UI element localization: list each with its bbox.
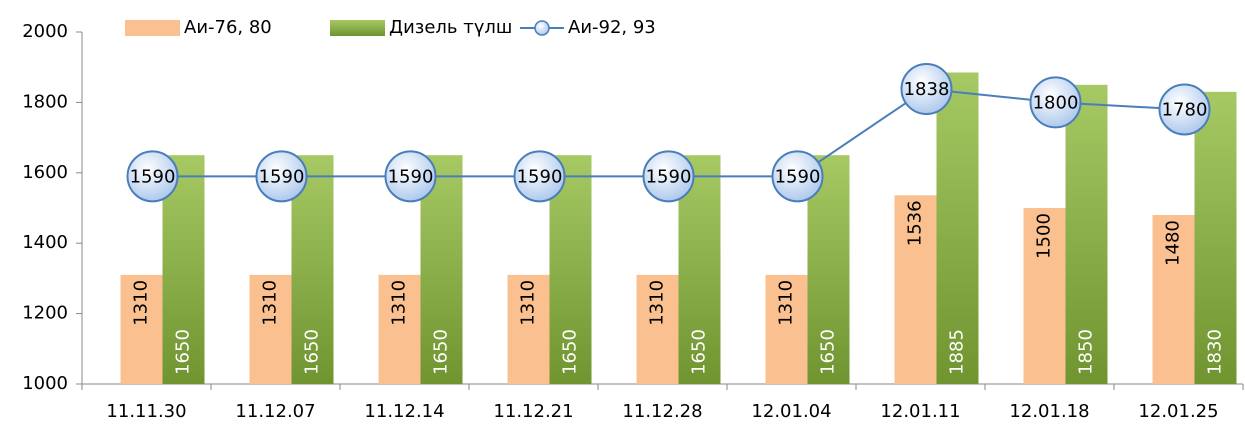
value-label: 1310 xyxy=(647,280,668,326)
value-label: 1590 xyxy=(388,166,434,187)
y-tick-label: 2000 xyxy=(22,21,68,42)
marker xyxy=(1029,76,1082,129)
bar xyxy=(936,72,979,384)
y-tick-label: 1600 xyxy=(22,162,68,183)
value-label: 1310 xyxy=(389,280,410,326)
marker xyxy=(513,150,566,203)
marker xyxy=(771,150,824,203)
bar xyxy=(249,274,292,384)
bar xyxy=(378,274,421,384)
bar xyxy=(765,274,808,384)
x-tick-label: 11.12.14 xyxy=(364,401,444,422)
value-label: 1590 xyxy=(517,166,563,187)
legend-label: Дизель түлш xyxy=(389,17,512,38)
value-label: 1838 xyxy=(904,79,950,100)
value-label: 1310 xyxy=(260,280,281,326)
x-tick-label: 12.01.04 xyxy=(751,401,831,422)
value-label: 1850 xyxy=(1076,329,1097,375)
value-label: 1590 xyxy=(775,166,821,187)
value-label: 1590 xyxy=(646,166,692,187)
value-label: 1650 xyxy=(689,329,710,375)
bar xyxy=(1152,215,1195,384)
marker xyxy=(384,150,437,203)
y-tick-label: 1400 xyxy=(22,232,68,253)
bar xyxy=(1065,84,1108,385)
y-tick-label: 1800 xyxy=(22,91,68,112)
y-tick-label: 1000 xyxy=(22,373,68,394)
value-label: 1590 xyxy=(259,166,305,187)
value-label: 1500 xyxy=(1034,213,1055,259)
value-label: 1310 xyxy=(776,280,797,326)
x-tick-label: 11.11.30 xyxy=(106,401,186,422)
x-tick-label: 11.12.07 xyxy=(235,401,315,422)
value-label: 1590 xyxy=(130,166,176,187)
value-label: 1885 xyxy=(947,329,968,375)
bar xyxy=(507,274,550,384)
legend-swatch xyxy=(125,20,180,36)
bar xyxy=(1023,208,1066,384)
value-label: 1650 xyxy=(302,329,323,375)
value-label: 1536 xyxy=(905,200,926,246)
legend-marker xyxy=(534,20,550,36)
value-label: 1650 xyxy=(431,329,452,375)
value-label: 1310 xyxy=(131,280,152,326)
value-label: 1780 xyxy=(1162,99,1208,120)
x-tick-label: 12.01.11 xyxy=(880,401,960,422)
value-label: 1650 xyxy=(560,329,581,375)
value-label: 1830 xyxy=(1205,329,1226,375)
x-tick-label: 12.01.25 xyxy=(1138,401,1218,422)
bar xyxy=(894,195,937,384)
legend-label: Аи-76, 80 xyxy=(184,17,272,38)
x-tick-label: 12.01.18 xyxy=(1009,401,1089,422)
bar xyxy=(1194,91,1237,384)
value-label: 1650 xyxy=(173,329,194,375)
x-tick-label: 11.12.21 xyxy=(493,401,573,422)
value-label: 1310 xyxy=(518,280,539,326)
y-tick-label: 1200 xyxy=(22,303,68,324)
bar xyxy=(120,274,163,384)
bar xyxy=(636,274,679,384)
value-label: 1800 xyxy=(1033,92,1079,113)
marker xyxy=(255,150,308,203)
legend-label: Аи-92, 93 xyxy=(568,17,656,38)
marker xyxy=(1158,83,1211,136)
x-tick-label: 11.12.28 xyxy=(622,401,702,422)
marker xyxy=(642,150,695,203)
legend-swatch xyxy=(330,20,385,36)
marker xyxy=(126,150,179,203)
marker xyxy=(900,63,953,116)
value-label: 1480 xyxy=(1163,220,1184,266)
value-label: 1650 xyxy=(818,329,839,375)
